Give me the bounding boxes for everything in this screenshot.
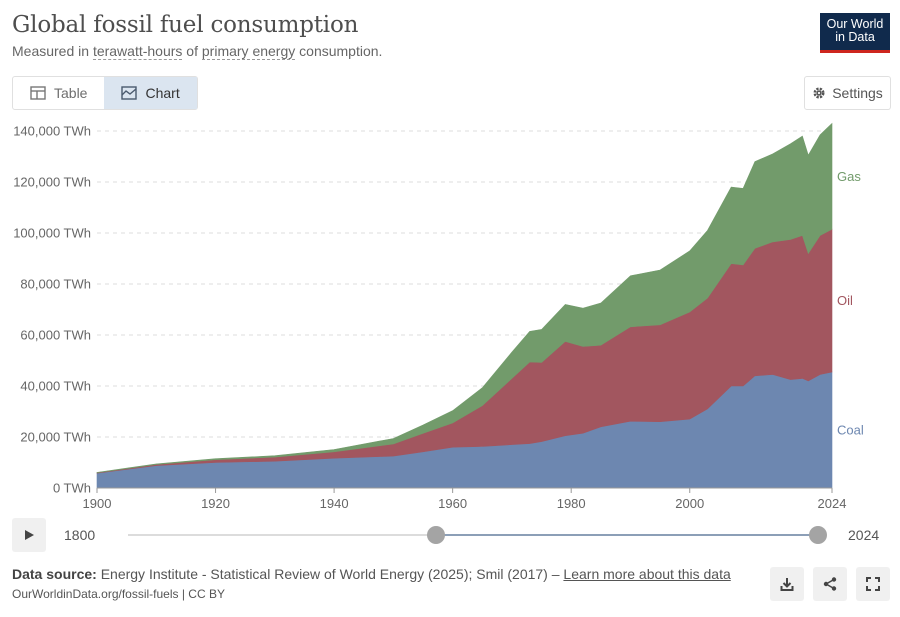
fullscreen-button[interactable] [856, 567, 890, 601]
x-tick-label: 1980 [557, 496, 586, 511]
x-tick-label: 1920 [201, 496, 230, 511]
series-label-gas: Gas [837, 169, 861, 184]
tab-chart-label: Chart [145, 85, 180, 101]
settings-button[interactable]: Settings [804, 76, 891, 110]
download-icon [780, 578, 794, 591]
y-tick-label: 40,000 TWh [20, 379, 91, 394]
timeline-handle-end[interactable] [809, 526, 827, 544]
chart-icon [121, 86, 138, 100]
x-tick-label: 2024 [818, 496, 847, 511]
timeline-selected-range [436, 534, 818, 536]
area-series-gas[interactable] [96, 122, 833, 474]
data-source-label: Data source: [12, 566, 97, 582]
y-tick-label: 80,000 TWh [20, 277, 91, 292]
gear-icon [813, 87, 825, 99]
owid-logo[interactable]: Our World in Data [820, 13, 890, 53]
source-url: OurWorldinData.org/fossil-fuels | CC BY [12, 587, 225, 601]
subtitle-term-primary-energy[interactable]: primary energy [201, 43, 296, 60]
x-tick-label: 1900 [83, 496, 112, 511]
timeline-end-label: 2024 [848, 527, 880, 543]
y-tick-label: 0 TWh [53, 481, 91, 496]
learn-more-link[interactable]: Learn more about this data [563, 566, 731, 582]
y-tick-label: 120,000 TWh [13, 175, 91, 190]
tab-chart[interactable]: Chart [104, 77, 197, 109]
data-source-text: Energy Institute - Statistical Review of… [96, 566, 564, 582]
tab-table[interactable]: Table [13, 77, 104, 109]
fossil-fuel-area-chart: 0 TWh 20,000 TWh 40,000 TWh 60,000 TWh 80,00… [13, 122, 864, 511]
logo-line-2: in Data [835, 30, 875, 44]
logo-line-1: Our World [826, 17, 884, 31]
fullscreen-icon [866, 577, 880, 591]
download-button[interactable] [770, 567, 804, 601]
data-source: Data source: Energy Institute - Statisti… [12, 566, 731, 582]
timeline-start-label: 1800 [64, 527, 96, 543]
x-tick-label: 2000 [675, 496, 704, 511]
series-label-oil: Oil [837, 293, 853, 308]
subtitle-text-post: consumption. [295, 43, 383, 59]
subtitle-term-terawatt-hours[interactable]: terawatt-hours [92, 43, 183, 60]
settings-label: Settings [832, 85, 883, 101]
share-button[interactable] [813, 567, 847, 601]
y-tick-label: 140,000 TWh [13, 124, 91, 139]
x-tick-label: 1940 [320, 496, 349, 511]
timeline-handle-start[interactable] [427, 526, 446, 544]
chart-title: Global fossil fuel consumption [12, 12, 359, 38]
x-tick-label: 1960 [438, 496, 467, 511]
subtitle-text-mid: of [182, 43, 202, 59]
play-icon [25, 530, 34, 540]
y-tick-label: 60,000 TWh [20, 328, 91, 343]
table-icon [30, 86, 46, 100]
y-tick-label: 100,000 TWh [13, 226, 91, 241]
chart-subtitle: Measured in terawatt-hours of primary en… [12, 43, 383, 60]
play-button[interactable] [12, 518, 46, 552]
view-tabs: Table Chart [12, 76, 198, 110]
subtitle-text-pre: Measured in [12, 43, 93, 59]
share-icon [823, 577, 837, 591]
series-label-coal: Coal [837, 422, 864, 437]
y-tick-label: 20,000 TWh [20, 430, 91, 445]
tab-table-label: Table [54, 85, 88, 101]
